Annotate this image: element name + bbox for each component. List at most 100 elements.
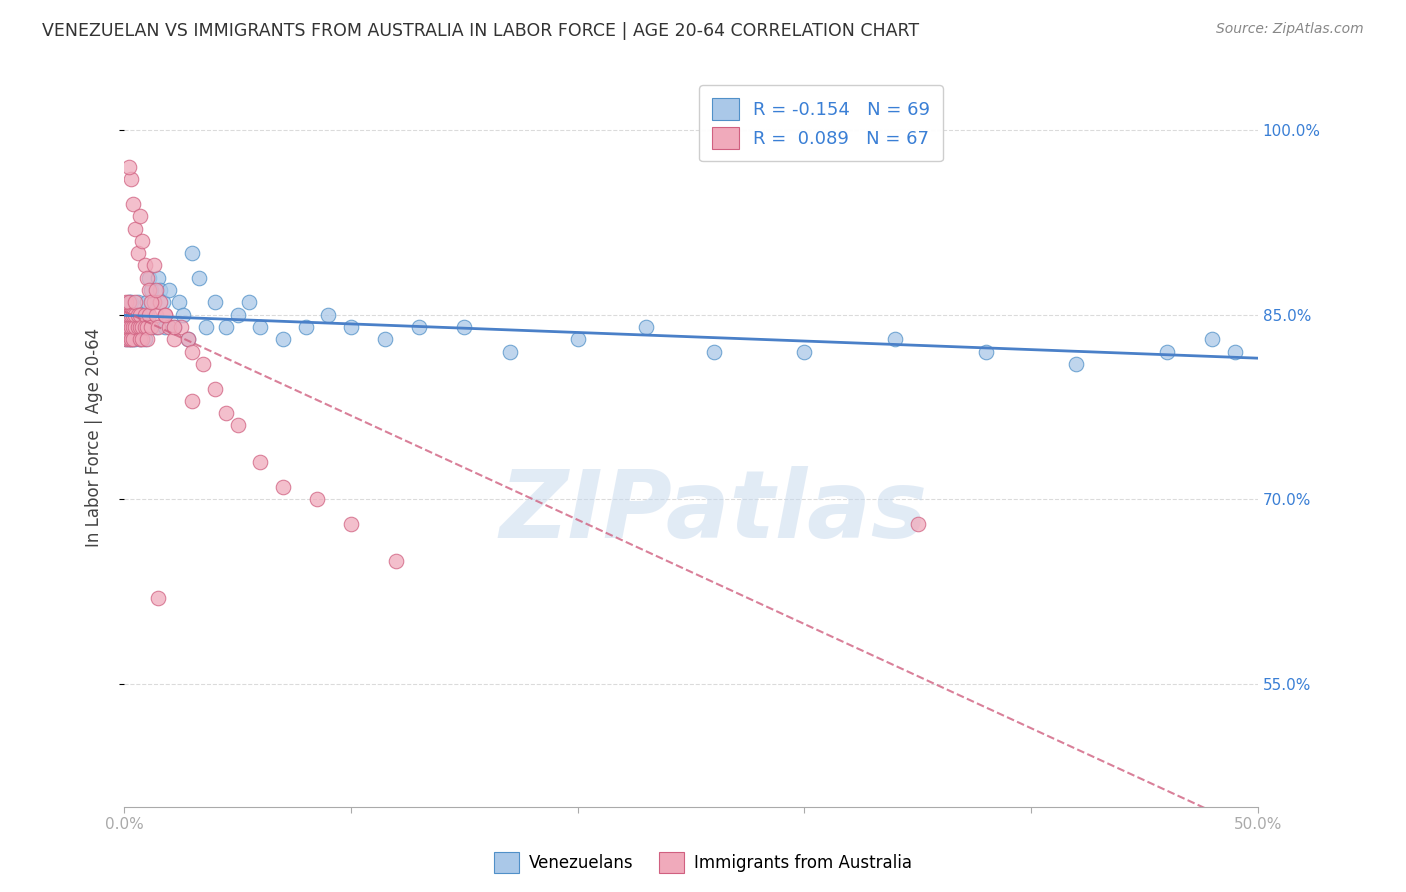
Point xyxy=(1223,344,1246,359)
Point xyxy=(134,320,156,334)
Point xyxy=(115,295,138,310)
Point xyxy=(131,320,153,334)
Point xyxy=(188,270,211,285)
Point xyxy=(145,308,167,322)
Point xyxy=(176,332,198,346)
Point xyxy=(135,295,157,310)
Point xyxy=(118,308,141,322)
Point xyxy=(193,357,215,371)
Point xyxy=(703,344,725,359)
Point xyxy=(249,455,271,469)
Point xyxy=(122,320,145,334)
Point xyxy=(129,332,152,346)
Point xyxy=(498,344,520,359)
Point xyxy=(453,320,475,334)
Point xyxy=(124,221,146,235)
Text: VENEZUELAN VS IMMIGRANTS FROM AUSTRALIA IN LABOR FORCE | AGE 20-64 CORRELATION C: VENEZUELAN VS IMMIGRANTS FROM AUSTRALIA … xyxy=(42,22,920,40)
Point xyxy=(385,554,408,568)
Point xyxy=(1156,344,1178,359)
Point xyxy=(127,320,149,334)
Point xyxy=(567,332,589,346)
Point xyxy=(340,320,363,334)
Point xyxy=(141,320,163,334)
Point xyxy=(118,320,141,334)
Point xyxy=(115,308,138,322)
Point xyxy=(149,295,172,310)
Point xyxy=(145,320,167,334)
Point xyxy=(271,332,294,346)
Point xyxy=(305,492,328,507)
Point xyxy=(153,320,176,334)
Point xyxy=(118,295,141,310)
Point xyxy=(115,320,138,334)
Point xyxy=(215,406,238,420)
Point xyxy=(120,320,142,334)
Point xyxy=(149,283,172,297)
Point xyxy=(122,332,145,346)
Point xyxy=(129,209,152,223)
Point xyxy=(115,332,138,346)
Point xyxy=(884,332,907,346)
Point xyxy=(129,320,152,334)
Point xyxy=(226,418,249,433)
Point xyxy=(118,320,141,334)
Point xyxy=(159,283,181,297)
Point xyxy=(1066,357,1088,371)
Point xyxy=(181,344,204,359)
Point xyxy=(1201,332,1223,346)
Point xyxy=(138,320,160,334)
Point xyxy=(124,308,146,322)
Point xyxy=(215,320,238,334)
Point xyxy=(181,246,204,260)
Point xyxy=(118,332,141,346)
Point xyxy=(249,320,271,334)
Point xyxy=(238,295,260,310)
Point xyxy=(118,160,141,174)
Point xyxy=(634,320,657,334)
Y-axis label: In Labor Force | Age 20-64: In Labor Force | Age 20-64 xyxy=(86,328,103,548)
Point xyxy=(142,295,165,310)
Text: Source: ZipAtlas.com: Source: ZipAtlas.com xyxy=(1216,22,1364,37)
Point xyxy=(122,332,145,346)
Point xyxy=(120,332,142,346)
Point xyxy=(793,344,815,359)
Point xyxy=(138,308,160,322)
Point xyxy=(127,246,149,260)
Point xyxy=(122,320,145,334)
Point xyxy=(122,308,145,322)
Point xyxy=(129,308,152,322)
Point xyxy=(146,270,169,285)
Point xyxy=(127,308,149,322)
Point xyxy=(124,320,146,334)
Point xyxy=(153,308,176,322)
Point xyxy=(118,308,141,322)
Point xyxy=(135,308,157,322)
Point xyxy=(153,308,176,322)
Point xyxy=(120,172,142,186)
Point xyxy=(129,308,152,322)
Legend: R = -0.154   N = 69, R =  0.089   N = 67: R = -0.154 N = 69, R = 0.089 N = 67 xyxy=(699,85,942,161)
Point xyxy=(129,332,152,346)
Point xyxy=(120,320,142,334)
Point xyxy=(135,332,157,346)
Point xyxy=(271,480,294,494)
Point xyxy=(374,332,396,346)
Point xyxy=(131,234,153,248)
Point xyxy=(142,295,165,310)
Point xyxy=(316,308,339,322)
Legend: Venezuelans, Immigrants from Australia: Venezuelans, Immigrants from Australia xyxy=(488,846,918,880)
Point xyxy=(134,332,156,346)
Point xyxy=(170,320,193,334)
Point xyxy=(163,320,186,334)
Point xyxy=(134,308,156,322)
Point xyxy=(974,344,997,359)
Point xyxy=(146,320,169,334)
Point xyxy=(152,295,174,310)
Point xyxy=(172,308,194,322)
Point xyxy=(226,308,249,322)
Point xyxy=(131,332,153,346)
Point xyxy=(135,270,157,285)
Point xyxy=(142,259,165,273)
Point xyxy=(124,308,146,322)
Point xyxy=(120,332,142,346)
